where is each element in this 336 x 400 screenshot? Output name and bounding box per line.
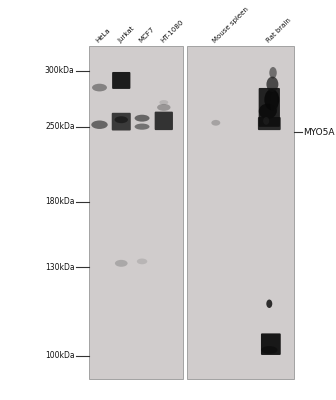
Text: 300kDa: 300kDa: [45, 66, 75, 75]
Text: Rat brain: Rat brain: [265, 17, 292, 44]
Ellipse shape: [269, 67, 277, 78]
Ellipse shape: [211, 120, 220, 126]
Ellipse shape: [264, 89, 279, 110]
Text: HT-1080: HT-1080: [160, 19, 184, 44]
Text: 250kDa: 250kDa: [45, 122, 75, 131]
Ellipse shape: [270, 92, 278, 115]
Text: MYO5A: MYO5A: [303, 128, 335, 137]
FancyBboxPatch shape: [261, 333, 281, 355]
FancyBboxPatch shape: [112, 113, 131, 130]
Ellipse shape: [115, 260, 128, 267]
Text: 130kDa: 130kDa: [45, 263, 75, 272]
Ellipse shape: [91, 120, 108, 129]
Ellipse shape: [135, 124, 150, 130]
Ellipse shape: [263, 117, 269, 125]
FancyBboxPatch shape: [258, 117, 281, 130]
FancyBboxPatch shape: [89, 46, 183, 379]
Ellipse shape: [266, 300, 272, 308]
FancyBboxPatch shape: [155, 112, 173, 130]
Ellipse shape: [157, 104, 171, 111]
Text: HeLa: HeLa: [95, 27, 112, 44]
Ellipse shape: [259, 104, 277, 119]
Ellipse shape: [92, 84, 107, 92]
Ellipse shape: [266, 76, 279, 92]
Ellipse shape: [137, 258, 147, 264]
Ellipse shape: [261, 346, 278, 354]
Text: 100kDa: 100kDa: [45, 351, 75, 360]
Ellipse shape: [115, 116, 128, 123]
FancyBboxPatch shape: [259, 88, 280, 127]
Text: Jurkat: Jurkat: [117, 25, 136, 44]
Text: Mouse spleen: Mouse spleen: [212, 6, 250, 44]
Ellipse shape: [135, 115, 150, 122]
Text: 180kDa: 180kDa: [45, 197, 75, 206]
FancyBboxPatch shape: [112, 72, 130, 89]
Text: MCF7: MCF7: [138, 26, 156, 44]
Ellipse shape: [159, 100, 168, 105]
FancyBboxPatch shape: [187, 46, 294, 379]
